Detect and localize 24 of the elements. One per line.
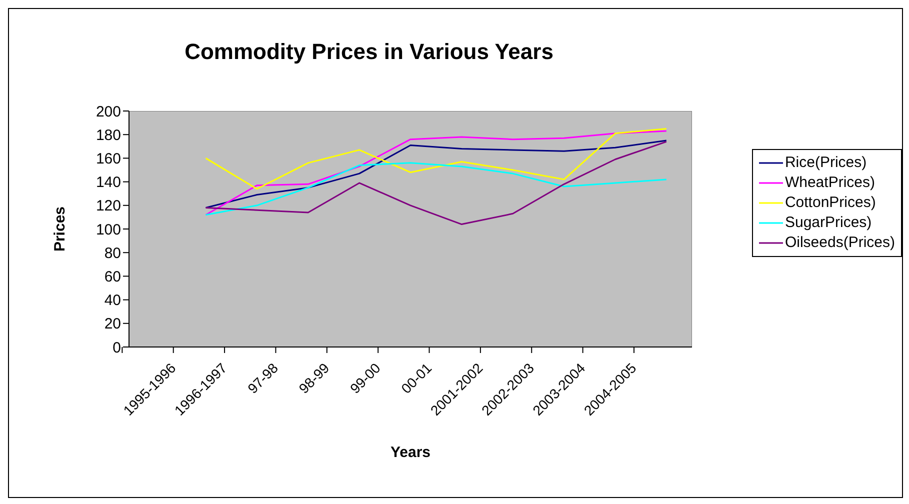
- y-tick-label: 140: [96, 174, 121, 192]
- y-tick-label: 0: [112, 339, 121, 356]
- y-tick-label: 160: [96, 150, 121, 168]
- y-tick-label: 80: [104, 244, 121, 262]
- line-series: [205, 130, 668, 216]
- y-tick-label: 200: [96, 103, 121, 120]
- y-tick-label: 40: [104, 292, 121, 310]
- y-tick-label: 20: [104, 316, 121, 333]
- line-series: [205, 140, 668, 209]
- y-tick-label: 60: [104, 268, 121, 286]
- y-tick-label: 120: [96, 198, 121, 215]
- legend-label: SugarPrices): [784, 213, 872, 233]
- line-series: [205, 162, 668, 216]
- legend-label: CottonPrices): [784, 193, 876, 213]
- line-series: [205, 140, 668, 226]
- line-series: [205, 128, 668, 190]
- legend-label: Rice(Prices): [784, 153, 867, 173]
- y-axis-title: Prices: [51, 206, 68, 252]
- chart-title: Commodity Prices in Various Years: [184, 39, 554, 65]
- y-tick-label: 180: [96, 126, 121, 144]
- x-axis-title: Years: [390, 444, 431, 461]
- legend-label: Oilseeds(Prices): [784, 233, 895, 253]
- y-tick-label: 100: [96, 221, 121, 238]
- legend-label: WheatPrices): [784, 173, 875, 193]
